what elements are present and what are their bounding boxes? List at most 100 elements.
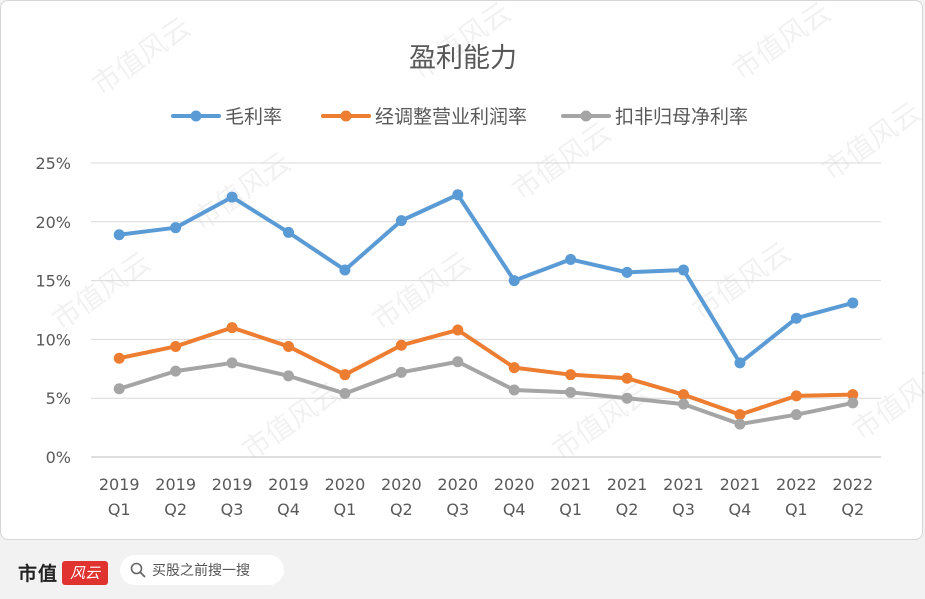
legend-swatch-marker <box>190 110 202 122</box>
watermark-text: 市值风云 <box>186 145 297 236</box>
legend-label: 毛利率 <box>225 106 282 128</box>
x-tick-label-quarter: Q3 <box>221 500 244 519</box>
data-point <box>847 397 859 409</box>
x-tick-label-year: 2021 <box>550 475 591 494</box>
data-point <box>170 365 182 377</box>
x-tick-label-quarter: Q1 <box>559 500 582 519</box>
brand-logo: 市值 风云 <box>18 559 109 586</box>
legend-label: 经调整营业利润率 <box>375 106 527 128</box>
data-point <box>790 390 802 402</box>
gridlines <box>91 162 881 458</box>
x-tick-label-quarter: Q3 <box>672 500 695 519</box>
data-point <box>565 369 577 381</box>
x-tick-label-quarter: Q1 <box>334 500 357 519</box>
y-tick-label: 10% <box>35 330 71 349</box>
y-tick-label: 15% <box>35 272 71 291</box>
data-point <box>226 191 238 203</box>
data-point <box>283 226 294 238</box>
data-point <box>283 370 294 382</box>
data-point <box>734 357 746 369</box>
x-tick-label-year: 2021 <box>663 475 704 494</box>
data-point <box>734 409 746 421</box>
brand-text: 市值 <box>18 563 59 585</box>
watermark-text: 市值风云 <box>816 95 924 186</box>
data-point <box>339 369 351 381</box>
legend-swatch-marker <box>580 110 592 122</box>
search-placeholder: 买股之前搜一搜 <box>152 563 250 579</box>
data-point <box>790 312 802 324</box>
data-point <box>621 266 633 278</box>
x-tick-label-year: 2019 <box>99 475 140 494</box>
x-tick-label-quarter: Q4 <box>503 500 526 519</box>
data-point <box>170 222 182 234</box>
y-tick-label: 0% <box>46 448 71 467</box>
x-tick-label-year: 2020 <box>325 475 366 494</box>
x-tick-label-quarter: Q3 <box>446 500 469 519</box>
data-point <box>678 398 689 410</box>
search-icon <box>130 562 146 578</box>
watermark-text: 市值风云 <box>366 245 477 336</box>
series-layer <box>113 189 859 430</box>
x-tick-label-quarter: Q1 <box>785 500 808 519</box>
x-tick-label-quarter: Q2 <box>390 500 413 519</box>
x-tick-label-quarter: Q1 <box>108 500 131 519</box>
y-tick-label: 25% <box>35 154 71 173</box>
x-tick-label-year: 2022 <box>832 475 873 494</box>
chart-title: 盈利能力 <box>409 43 517 74</box>
data-point <box>339 264 351 276</box>
legend-swatch-marker <box>340 110 352 122</box>
series-line <box>117 192 855 365</box>
data-point <box>678 389 689 401</box>
data-point <box>565 253 577 265</box>
data-point <box>226 322 238 334</box>
data-point <box>847 389 859 401</box>
data-point <box>395 366 407 378</box>
data-point <box>621 372 633 384</box>
watermark-text: 市值风云 <box>46 245 157 336</box>
watermark-text: 市值风云 <box>86 10 197 101</box>
x-tick-label-year: 2022 <box>776 475 817 494</box>
x-tick-label-year: 2021 <box>720 475 761 494</box>
x-tick-label-quarter: Q4 <box>277 500 300 519</box>
watermark-text: 市值风云 <box>546 375 657 466</box>
data-point <box>452 324 464 336</box>
data-point <box>734 418 746 430</box>
data-point <box>452 189 464 201</box>
brand-mark: 风云 <box>62 560 109 585</box>
x-tick-label-quarter: Q4 <box>729 500 752 519</box>
data-point <box>339 387 351 399</box>
search-box[interactable]: 买股之前搜一搜 <box>120 555 284 585</box>
x-tick-label-year: 2019 <box>268 475 309 494</box>
chart-card: 市值风云 市值风云 市值风云 市值风云 市值风云 市值风云 市值风云 市值风云 市值风云 市值风云… <box>0 0 924 540</box>
data-point <box>395 339 407 351</box>
footer-bar: 市值 风云 买股之前搜一搜 <box>0 545 925 599</box>
series-line <box>117 325 855 417</box>
x-tick-label-year: 2020 <box>494 475 535 494</box>
x-tick-label-year: 2020 <box>437 475 478 494</box>
data-point <box>452 356 464 368</box>
watermark-text: 市值风云 <box>506 115 617 206</box>
x-tick-label-year: 2019 <box>155 475 196 494</box>
data-point <box>283 340 294 352</box>
y-tick-label: 5% <box>46 389 71 408</box>
y-tick-label: 20% <box>35 213 71 232</box>
watermark-text: 市值风云 <box>726 1 837 87</box>
data-point <box>508 384 520 396</box>
x-tick-label-year: 2019 <box>212 475 253 494</box>
x-tick-label-year: 2020 <box>381 475 422 494</box>
x-tick-label-quarter: Q2 <box>164 500 187 519</box>
data-point <box>113 352 125 364</box>
data-point <box>847 297 859 309</box>
x-tick-label-year: 2021 <box>607 475 648 494</box>
data-point <box>395 215 407 227</box>
data-point <box>565 386 577 398</box>
data-point <box>226 357 238 369</box>
data-point <box>508 275 520 287</box>
x-tick-label-quarter: Q2 <box>841 500 864 519</box>
data-point <box>790 409 802 421</box>
x-axis: 2019 Q1 2019 Q2 2019 Q3 2019 Q4 2020 Q1 2020 Q2 2020… <box>99 475 873 519</box>
data-point <box>170 340 182 352</box>
series-line <box>117 359 855 427</box>
legend-label: 扣非归母净利率 <box>615 106 748 128</box>
